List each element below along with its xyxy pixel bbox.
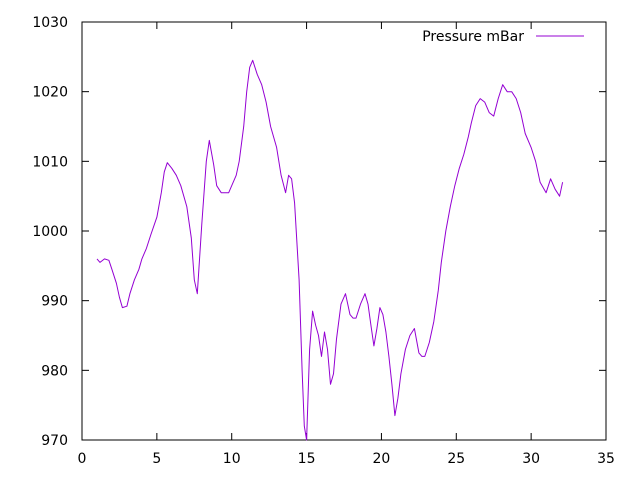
y-tick-label: 970: [41, 433, 68, 449]
y-tick-label: 1020: [32, 85, 68, 101]
y-tick-label: 1010: [32, 154, 68, 170]
legend-label-pressure: Pressure mBar: [422, 29, 524, 45]
y-tick-label: 980: [41, 363, 68, 379]
y-tick-label: 1030: [32, 15, 68, 31]
x-tick-label: 25: [447, 451, 465, 467]
y-tick-label: 990: [41, 294, 68, 310]
x-tick-label: 5: [152, 451, 161, 467]
series-layer: [96, 59, 564, 441]
y-tick-label: 1000: [32, 224, 68, 240]
x-tick-label: 30: [522, 451, 540, 467]
x-tick-label: 35: [597, 451, 615, 467]
axis-tick-labels: 0 5 10 15 20 25 30 35 970 980 990 1000 1010 1020 1030: [32, 15, 615, 467]
x-tick-label: 0: [78, 451, 87, 467]
legend: Pressure mBar: [422, 29, 584, 45]
series-line-pressure: [96, 59, 564, 441]
x-tick-label: 20: [373, 451, 391, 467]
x-tick-label: 10: [223, 451, 241, 467]
axis-ticks: [81, 21, 607, 441]
plot-frame: [81, 21, 607, 441]
x-tick-label: 15: [298, 451, 316, 467]
